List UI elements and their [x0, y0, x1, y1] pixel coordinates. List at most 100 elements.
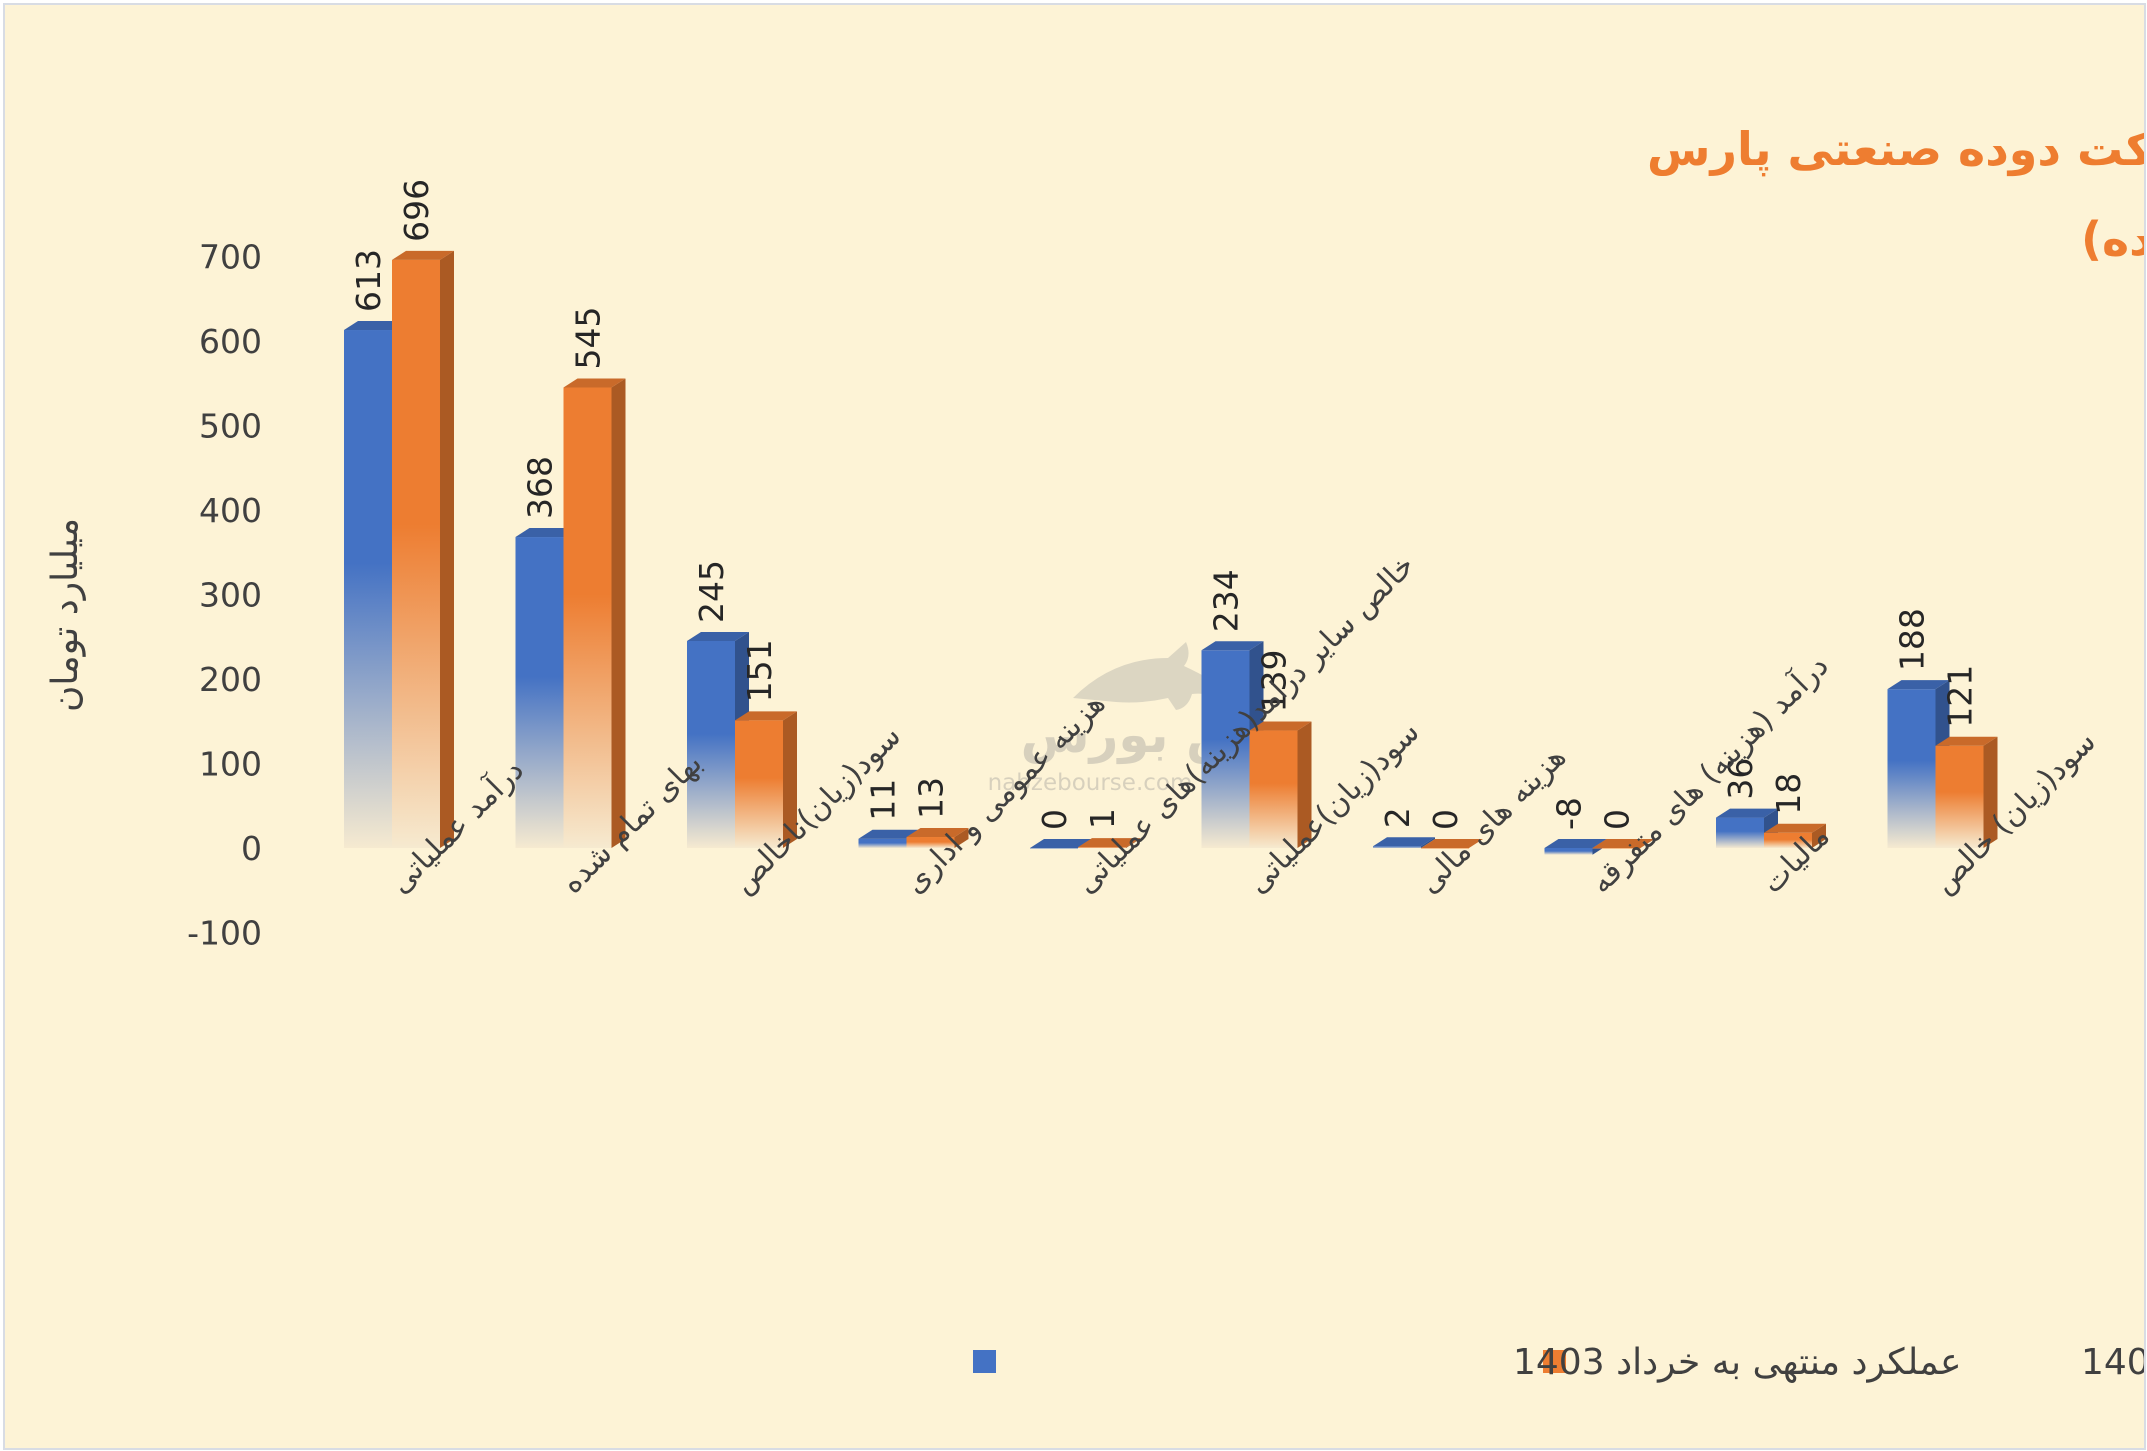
- bar-front: [1078, 847, 1126, 848]
- bar-top: [906, 828, 969, 838]
- data-label: 188: [1893, 608, 1932, 671]
- bar-1404: [735, 711, 797, 848]
- y-tick-label: 400: [199, 491, 262, 530]
- data-label: 0: [1035, 809, 1074, 830]
- y-tick-label: -100: [187, 914, 262, 953]
- bar-front: [344, 330, 392, 848]
- bar-front: [1201, 650, 1250, 848]
- bar-front: [1373, 846, 1421, 848]
- bar-side: [611, 378, 626, 848]
- bar-front: [515, 537, 564, 848]
- y-tick-label: 600: [199, 322, 262, 361]
- y-tick-label: 200: [199, 660, 262, 699]
- y-tick-label: 300: [199, 576, 262, 615]
- bar-front: [563, 387, 612, 848]
- bar-front: [1887, 689, 1936, 848]
- bar-1404: [1592, 839, 1655, 849]
- bar-front: [1592, 848, 1641, 849]
- bar-top: [1373, 837, 1435, 847]
- bar-top: [392, 250, 454, 260]
- data-label: 13: [912, 777, 951, 819]
- data-label: 368: [521, 456, 560, 519]
- chart-frame: شرکت دوده صنعتی پارس صورت های مالی ۳ ماه…: [3, 3, 2146, 1450]
- bar-1404: [906, 828, 969, 848]
- bar-top: [1078, 838, 1140, 848]
- legend: عملکرد منتهی به خرداد 1404 عملکرد منتهی …: [973, 1342, 2144, 1383]
- bar-front: [858, 838, 907, 848]
- data-label: 613: [349, 249, 388, 312]
- bar-side: [440, 250, 454, 848]
- bar-front: [1544, 848, 1593, 855]
- legend-item-1403: عملکرد منتهی به خرداد 1403: [973, 1342, 1962, 1383]
- bar-1404: [392, 250, 454, 848]
- bar-1404: [1421, 839, 1483, 849]
- bar-1403: [1716, 808, 1778, 848]
- data-label: 234: [1207, 569, 1246, 632]
- bar-side: [1812, 823, 1826, 848]
- bar-1404: [563, 378, 626, 848]
- y-tick-label: 100: [199, 745, 262, 784]
- bar-1404: [1935, 736, 1998, 848]
- data-label: -8: [1550, 797, 1589, 830]
- bar-front: [392, 259, 440, 848]
- bar-top: [1716, 808, 1778, 818]
- bar-top: [563, 378, 626, 388]
- data-label: 245: [692, 560, 731, 623]
- bar-front: [1030, 848, 1078, 849]
- bar-side: [1126, 838, 1140, 848]
- y-tick-label: 700: [199, 238, 262, 277]
- data-label: 0: [1426, 809, 1465, 830]
- data-label: 139: [1255, 650, 1294, 713]
- bar-front: [1249, 730, 1298, 848]
- bar-top: [735, 711, 797, 721]
- bar-marks: [344, 250, 1998, 855]
- legend-label-1403: عملکرد منتهی به خرداد 1403: [1513, 1342, 1962, 1383]
- bar-top: [1764, 823, 1826, 833]
- bar-top: [1030, 839, 1092, 848]
- bar-top: [515, 528, 578, 538]
- bar-1404: [1078, 838, 1140, 848]
- bar-1404: [1249, 721, 1312, 848]
- data-label: 36: [1721, 758, 1760, 800]
- bar-top: [1421, 839, 1483, 848]
- bar-front: [1764, 832, 1812, 848]
- y-axis-label: میلیارد تومان: [45, 518, 86, 712]
- y-tick-label: 500: [199, 407, 262, 446]
- bar-side: [1297, 721, 1312, 848]
- data-label: 11: [864, 779, 903, 821]
- data-label: 0: [1598, 809, 1637, 830]
- bar-1404: [1764, 823, 1826, 848]
- bar-1403: [1030, 839, 1092, 849]
- y-tick-label: 0: [241, 829, 262, 868]
- bar-side: [954, 828, 969, 848]
- bar-front: [1421, 848, 1469, 849]
- bar-top: [1544, 839, 1607, 848]
- watermark-url: nabzebourse.com: [988, 770, 1193, 796]
- chart-title: شرکت دوده صنعتی پارس: [1647, 122, 2144, 177]
- bar-chart: شرکت دوده صنعتی پارس صورت های مالی ۳ ماه…: [45, 122, 2144, 1383]
- bull-logo: [1073, 642, 1228, 710]
- bar-top: [858, 829, 921, 839]
- legend-label-1404: عملکرد منتهی به خرداد 1404: [2081, 1342, 2144, 1383]
- bar-top: [1935, 736, 1998, 746]
- bar-top: [1887, 680, 1950, 690]
- chart-subtitle: صورت های مالی ۳ ماهه منتهی به ۱۴۰۴.۰۳.۳۱…: [2081, 212, 2144, 266]
- legend-swatch-1403: [973, 1350, 996, 1373]
- bar-top: [344, 321, 406, 331]
- data-label: 151: [740, 639, 779, 702]
- data-label: 545: [569, 306, 608, 369]
- bar-front: [1716, 817, 1764, 848]
- bar-top: [1201, 641, 1264, 651]
- data-label: 18: [1769, 773, 1808, 815]
- bar-front: [1935, 745, 1984, 848]
- bar-front: [906, 837, 955, 848]
- data-label: 696: [397, 179, 436, 242]
- bar-top: [1592, 839, 1655, 848]
- bar-front: [735, 720, 783, 848]
- data-label: 2: [1378, 807, 1417, 828]
- y-axis-ticks: -100 0 100 200 300 400 500 600 700: [187, 238, 262, 953]
- bar-top: [1249, 721, 1312, 731]
- legend-item-1404: عملکرد منتهی به خرداد 1404: [1543, 1342, 2144, 1383]
- bar-side: [783, 711, 797, 848]
